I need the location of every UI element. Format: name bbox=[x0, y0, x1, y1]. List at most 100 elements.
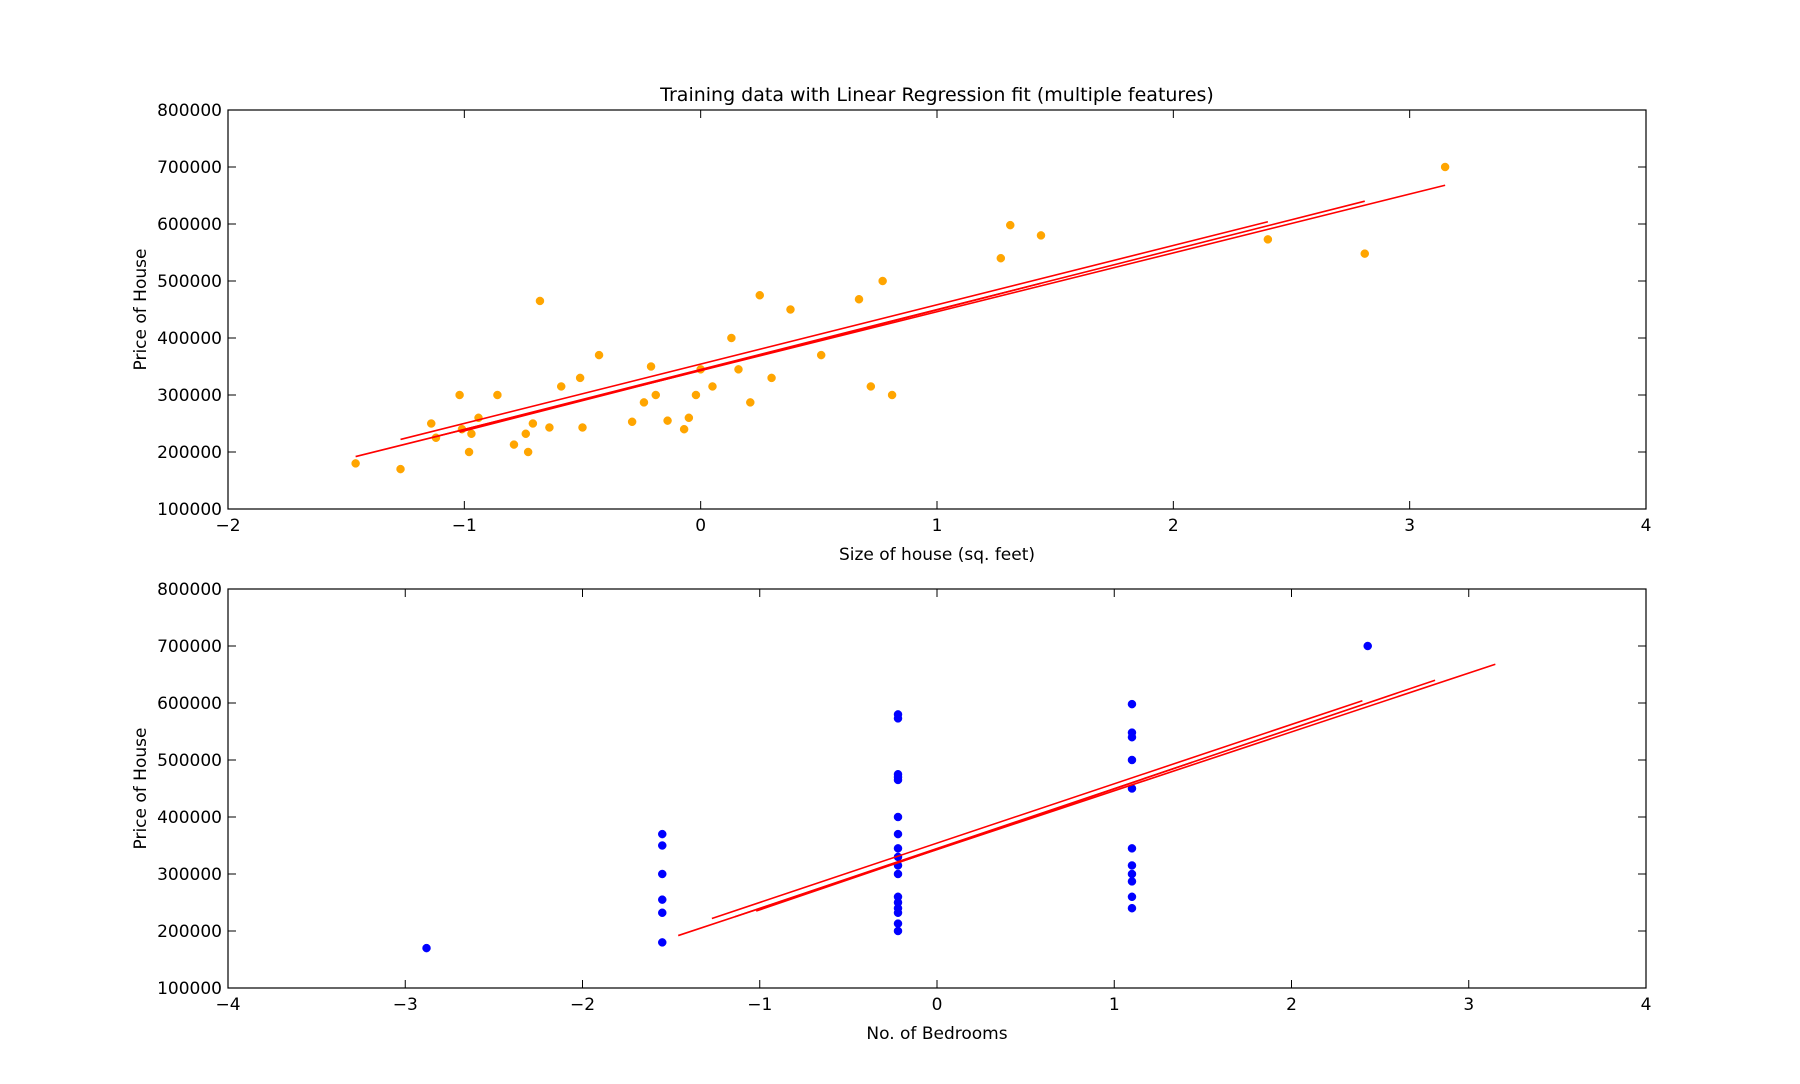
data-point bbox=[691, 390, 701, 400]
data-point bbox=[816, 350, 826, 360]
data-point bbox=[996, 253, 1006, 263]
data-point bbox=[684, 413, 694, 423]
data-point bbox=[1006, 220, 1015, 230]
data-point bbox=[1127, 728, 1137, 737]
data-point bbox=[893, 812, 903, 822]
data-point bbox=[556, 382, 566, 391]
y-axis-label: Price of House bbox=[131, 728, 151, 850]
data-point bbox=[893, 844, 903, 853]
y-tick-label: 300000 bbox=[157, 386, 222, 406]
data-point bbox=[1036, 231, 1046, 240]
data-point bbox=[893, 926, 903, 936]
data-point bbox=[467, 429, 476, 439]
data-point bbox=[545, 423, 554, 432]
x-tick-label: 2 bbox=[1286, 995, 1297, 1015]
data-point bbox=[1127, 844, 1137, 853]
x-tick-label: −4 bbox=[215, 995, 240, 1015]
data-point bbox=[351, 459, 360, 468]
data-point bbox=[1127, 869, 1137, 879]
y-tick-label: 100000 bbox=[157, 500, 222, 520]
data-point bbox=[878, 276, 887, 286]
y-tick-label: 300000 bbox=[157, 865, 222, 885]
y-tick-label: 700000 bbox=[157, 158, 222, 178]
data-point bbox=[679, 424, 689, 434]
x-tick-label: 1 bbox=[1109, 995, 1120, 1015]
data-point bbox=[1127, 903, 1137, 913]
x-tick-label: 0 bbox=[695, 516, 706, 536]
data-point bbox=[521, 429, 531, 439]
data-point bbox=[1127, 699, 1137, 709]
x-tick-label: 4 bbox=[1641, 516, 1652, 536]
data-point bbox=[893, 829, 903, 839]
data-point bbox=[767, 373, 776, 383]
data-point bbox=[646, 362, 656, 371]
y-tick-label: 200000 bbox=[157, 922, 222, 942]
y-tick-label: 800000 bbox=[157, 580, 222, 600]
x-tick-label: 0 bbox=[932, 995, 943, 1015]
x-tick-label: −2 bbox=[215, 516, 240, 536]
data-point bbox=[627, 417, 637, 427]
data-point bbox=[1127, 877, 1137, 886]
plot-frame bbox=[227, 588, 1647, 989]
data-point bbox=[893, 710, 903, 719]
y-tick-label: 100000 bbox=[157, 979, 222, 999]
x-tick-label: 1 bbox=[932, 516, 943, 536]
data-point bbox=[658, 869, 667, 879]
data-point bbox=[893, 770, 903, 779]
y-tick-label: 800000 bbox=[157, 101, 222, 121]
data-point bbox=[854, 294, 864, 304]
data-point bbox=[422, 943, 431, 953]
data-point bbox=[1440, 162, 1450, 172]
data-point bbox=[658, 841, 667, 850]
data-point bbox=[594, 350, 604, 360]
data-point bbox=[1127, 892, 1137, 902]
data-point bbox=[493, 390, 502, 400]
data-point bbox=[396, 464, 405, 474]
data-point bbox=[893, 892, 903, 902]
x-tick-label: −2 bbox=[570, 995, 595, 1015]
y-tick-label: 400000 bbox=[157, 808, 222, 828]
data-point bbox=[509, 440, 519, 449]
data-point bbox=[887, 390, 897, 400]
data-point bbox=[658, 938, 667, 947]
data-point bbox=[734, 365, 743, 374]
data-point bbox=[786, 305, 795, 314]
data-point bbox=[746, 398, 755, 407]
x-axis-label: Size of house (sq. feet) bbox=[839, 545, 1035, 565]
x-tick-label: 4 bbox=[1641, 995, 1652, 1015]
data-point bbox=[464, 447, 474, 457]
data-point bbox=[663, 416, 672, 425]
x-tick-label: 2 bbox=[1168, 516, 1179, 536]
data-point bbox=[455, 390, 464, 400]
data-point bbox=[639, 398, 649, 407]
data-point bbox=[1363, 641, 1372, 651]
data-point bbox=[658, 829, 667, 839]
data-point bbox=[426, 419, 436, 428]
x-tick-label: −3 bbox=[393, 995, 418, 1015]
y-tick-label: 700000 bbox=[157, 637, 222, 657]
data-point bbox=[535, 296, 545, 306]
data-point bbox=[1360, 249, 1370, 258]
x-tick-label: −1 bbox=[452, 516, 477, 536]
regression-line bbox=[755, 761, 1193, 912]
y-tick-label: 200000 bbox=[157, 443, 222, 463]
regression-line bbox=[711, 699, 1363, 920]
data-point bbox=[578, 423, 587, 432]
data-point bbox=[893, 869, 903, 879]
y-tick-label: 400000 bbox=[157, 329, 222, 349]
y-tick-label: 600000 bbox=[157, 694, 222, 714]
y-tick-label: 500000 bbox=[157, 272, 222, 292]
y-axis-label: Price of House bbox=[131, 249, 151, 371]
x-axis-label: No. of Bedrooms bbox=[866, 1024, 1007, 1044]
data-point bbox=[528, 419, 538, 428]
y-tick-label: 600000 bbox=[157, 215, 222, 235]
x-tick-label: −1 bbox=[747, 995, 772, 1015]
x-tick-label: 3 bbox=[1463, 995, 1474, 1015]
data-point bbox=[575, 373, 585, 383]
regression-line bbox=[400, 220, 1269, 441]
data-point bbox=[893, 919, 903, 928]
data-point bbox=[708, 382, 717, 391]
data-point bbox=[755, 291, 764, 300]
data-point bbox=[523, 447, 533, 457]
